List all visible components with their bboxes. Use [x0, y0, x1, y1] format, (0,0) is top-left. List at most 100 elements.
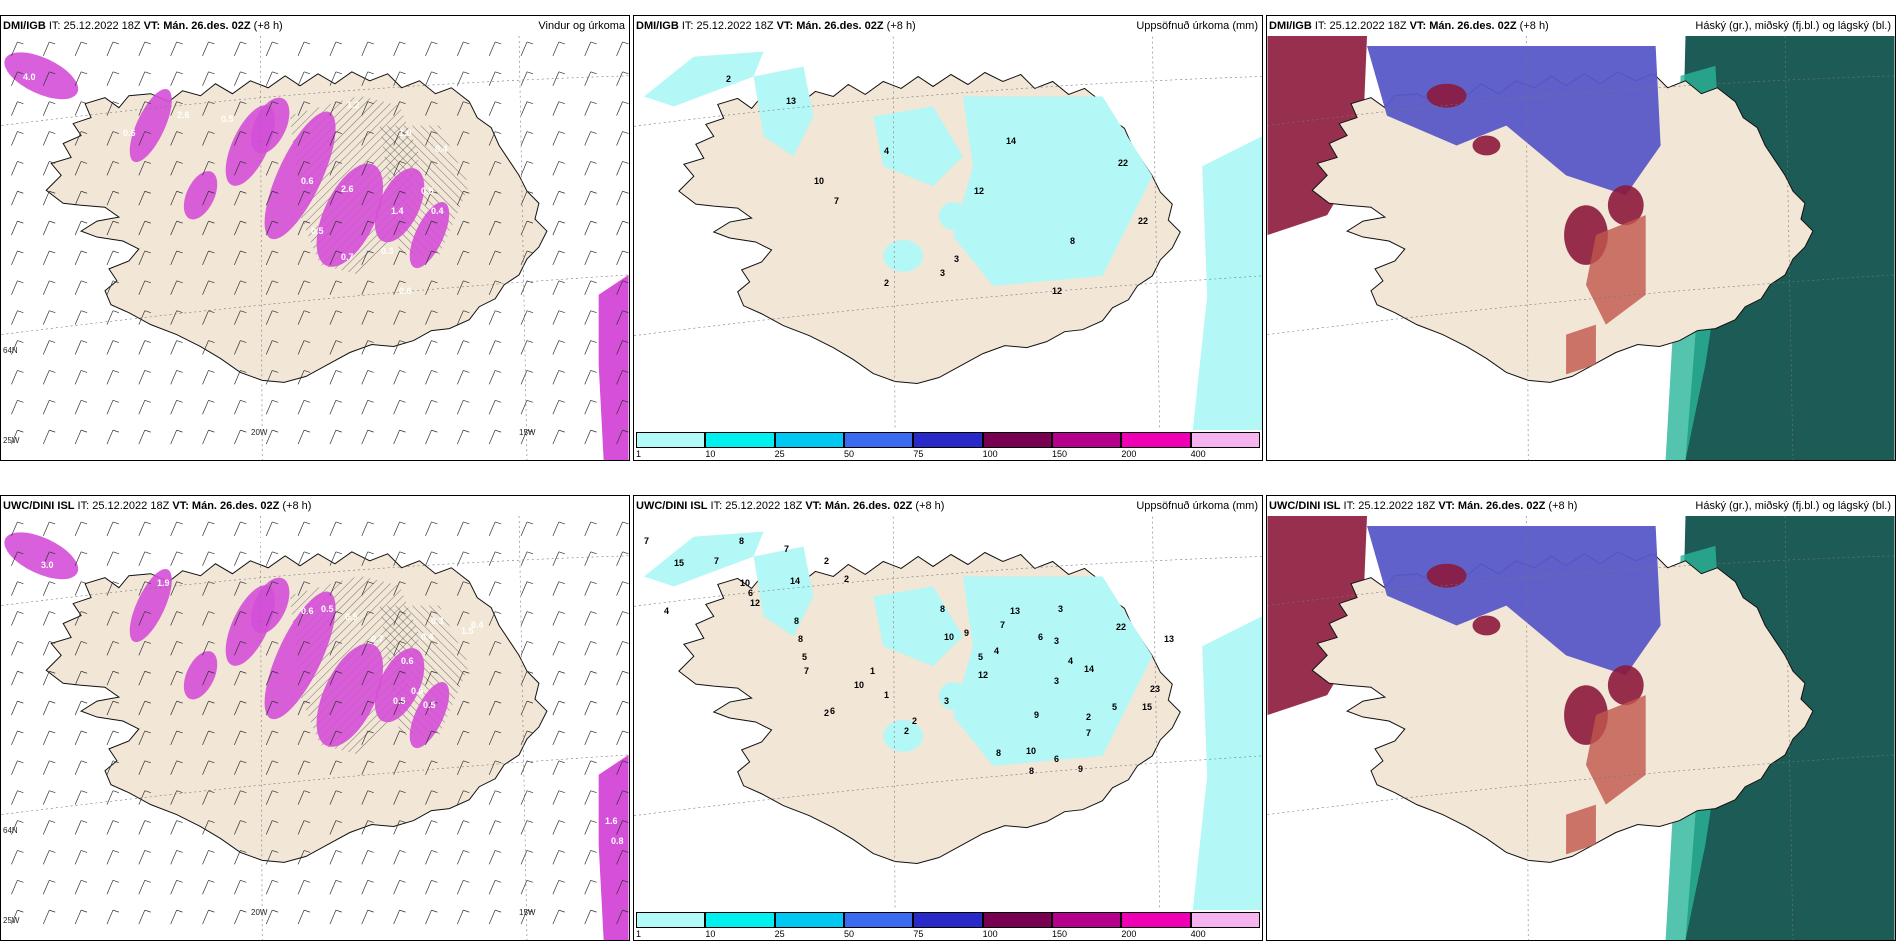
wind-barb	[42, 101, 56, 116]
wind-barb	[457, 280, 470, 295]
panel-header: UWC/DINI ISL IT: 25.12.2022 18Z VT: Mán.…	[1, 496, 629, 516]
precip-area	[753, 546, 814, 637]
precip-amount-label: 5	[1112, 702, 1118, 712]
lead-time: (+8 h)	[1516, 20, 1549, 32]
wind-barb	[11, 909, 24, 925]
wind-barb	[329, 71, 342, 86]
precip-amount-label: 15	[674, 558, 685, 568]
wind-barb	[11, 790, 24, 805]
wind-barb	[552, 611, 565, 626]
wind-barb	[11, 370, 24, 385]
wind-barb	[138, 730, 151, 746]
wind-barb	[393, 131, 406, 146]
wind-barb	[393, 760, 406, 775]
lead-time: (+8 h)	[279, 500, 312, 512]
precip-amount-label: 3	[1054, 636, 1060, 646]
wind-barb	[74, 220, 88, 236]
wind-barb	[106, 370, 120, 385]
precip-blob	[264, 591, 336, 720]
wind-barb	[552, 641, 565, 656]
wind-barb	[234, 41, 247, 57]
wind-barb	[457, 399, 470, 415]
panel-title: Vindur og úrkoma	[538, 20, 625, 32]
precip-amount-label: 6	[1054, 754, 1060, 764]
precip-amount-label: 22	[1118, 158, 1129, 168]
wind-barb	[202, 581, 215, 596]
precip-area	[873, 586, 963, 667]
wind-barb	[584, 730, 597, 746]
wind-barb	[584, 280, 597, 295]
wind-barb	[170, 340, 183, 355]
precip-amount-label: 22	[1116, 622, 1127, 632]
precip-amount-label: 0.8	[611, 836, 624, 846]
wind-barb	[584, 521, 597, 537]
wind-barb	[616, 71, 629, 86]
wind-barb	[42, 131, 56, 146]
wind-barb	[106, 611, 120, 626]
wind-barb	[202, 250, 215, 266]
colorbar-swatch	[705, 432, 775, 448]
wind-barb	[74, 581, 88, 596]
wind-barb	[425, 670, 438, 686]
precip-amount-label: 10	[944, 632, 955, 642]
colorbar-swatch	[774, 912, 844, 928]
model-source: DMI/IGB	[3, 20, 46, 32]
wind-barb	[488, 370, 502, 385]
wind-barb	[234, 429, 247, 445]
precip-amount-label: 0.6	[301, 176, 314, 186]
wind-barb	[552, 370, 565, 385]
wind-barb	[393, 730, 406, 746]
wind-barb	[170, 280, 183, 295]
precip-blob	[374, 648, 425, 723]
precip-amount-label: 8	[996, 748, 1002, 758]
wind-barb	[106, 429, 120, 445]
valid-time: VT: Mán. 26.des. 02Z	[1438, 500, 1546, 512]
wind-barb	[488, 730, 502, 746]
wind-barb	[297, 879, 311, 895]
wind-barb	[488, 820, 502, 835]
wind-barb	[138, 790, 151, 805]
wind-barb	[42, 429, 56, 445]
wind-barb	[457, 521, 470, 537]
wind-barb	[361, 730, 374, 746]
wind-barb	[425, 41, 438, 57]
wind-barb	[393, 41, 406, 57]
wind-barb	[488, 190, 502, 206]
wind-barb	[297, 700, 311, 716]
valid-time: VT: Mán. 26.des. 02Z	[172, 500, 280, 512]
wind-barb	[425, 909, 438, 925]
wind-barb	[393, 700, 406, 716]
wind-barb	[488, 310, 502, 325]
graticule-label: 25W	[3, 436, 20, 445]
wind-barb	[425, 790, 438, 805]
wind-barb	[425, 370, 438, 385]
wind-barb	[584, 161, 597, 176]
precip-amount-label: 0.4	[431, 206, 444, 216]
wind-barb	[520, 190, 534, 206]
wind-barb	[361, 641, 374, 656]
wind-barb	[106, 700, 120, 716]
wind-barb	[297, 131, 311, 146]
colorbar-swatch	[1052, 912, 1122, 928]
wind-barb	[584, 220, 597, 236]
wind-barb	[329, 879, 342, 895]
wind-barb	[74, 730, 88, 746]
wind-barb	[234, 700, 247, 716]
wind-barb	[202, 790, 215, 805]
precip-amount-label: 0.4	[421, 632, 434, 642]
wind-barb	[74, 641, 88, 656]
precip-amount-label: 4	[1068, 656, 1074, 666]
wind-barb	[425, 161, 438, 176]
wind-barb	[616, 41, 629, 57]
valid-time: VT: Mán. 26.des. 02Z	[805, 500, 913, 512]
cloud-map	[1267, 516, 1895, 940]
wind-barb	[74, 190, 88, 206]
wind-barb	[202, 310, 215, 325]
graticule-label: 64N	[3, 346, 18, 355]
wind-barb	[42, 909, 56, 925]
precip-amount-label: 8	[798, 634, 804, 644]
wind-barb	[393, 581, 406, 596]
wind-barb	[11, 730, 24, 746]
wind-barb	[11, 399, 24, 415]
graticule-label: 15W	[519, 908, 536, 917]
